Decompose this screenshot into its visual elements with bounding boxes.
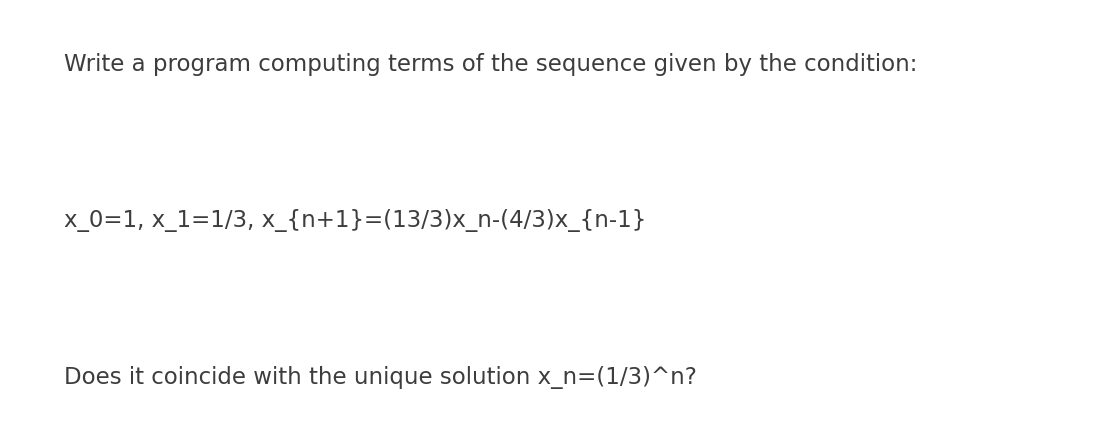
Text: Write a program computing terms of the sequence given by the condition:: Write a program computing terms of the s… [64, 53, 918, 76]
Text: x_0=1, x_1=1/3, x_{n+1}=(13/3)x_n-(4/3)x_{n-1}: x_0=1, x_1=1/3, x_{n+1}=(13/3)x_n-(4/3)x… [64, 210, 646, 232]
Text: Does it coincide with the unique solution x_n=(1/3)^n?: Does it coincide with the unique solutio… [64, 366, 697, 389]
